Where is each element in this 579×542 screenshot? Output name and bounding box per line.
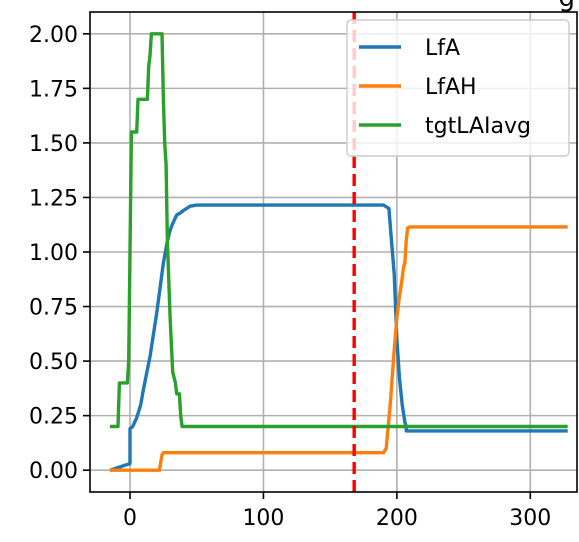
x-tick-label: 100 [242, 506, 284, 531]
series-line-tgtLAIavg [110, 32, 568, 429]
chart-title: g [558, 0, 575, 13]
y-tick-label: 0.75 [29, 296, 78, 321]
legend-box [346, 19, 570, 157]
series-line-LfA [109, 203, 568, 472]
y-tick-label: 1.75 [29, 77, 78, 102]
legend-label: tgtLAIavg [425, 114, 531, 139]
series-line-LfAH [110, 225, 568, 472]
y-tick-label: 2.00 [29, 23, 78, 48]
legend-label: LfAH [425, 75, 477, 100]
x-tick-label: 0 [123, 506, 137, 531]
y-tick-label: 0.25 [29, 405, 78, 430]
y-tick-label: 0.50 [29, 350, 78, 375]
y-tick-label: 1.50 [29, 132, 78, 157]
x-tick-label: 200 [376, 506, 418, 531]
y-tick-label: 1.25 [29, 186, 78, 211]
legend: LfA LfAH tgtLAIavg [346, 19, 570, 157]
y-tick-label: 1.00 [29, 241, 78, 266]
y-tick-label: 0.00 [29, 459, 78, 484]
legend-label: LfA [425, 36, 460, 61]
x-tick-label: 300 [509, 506, 551, 531]
series-lines [109, 32, 568, 472]
axis-ticks: 0 100 200 300 0.00 0.25 0.50 0.75 1.00 1.25 1.50 1.… [29, 23, 551, 531]
